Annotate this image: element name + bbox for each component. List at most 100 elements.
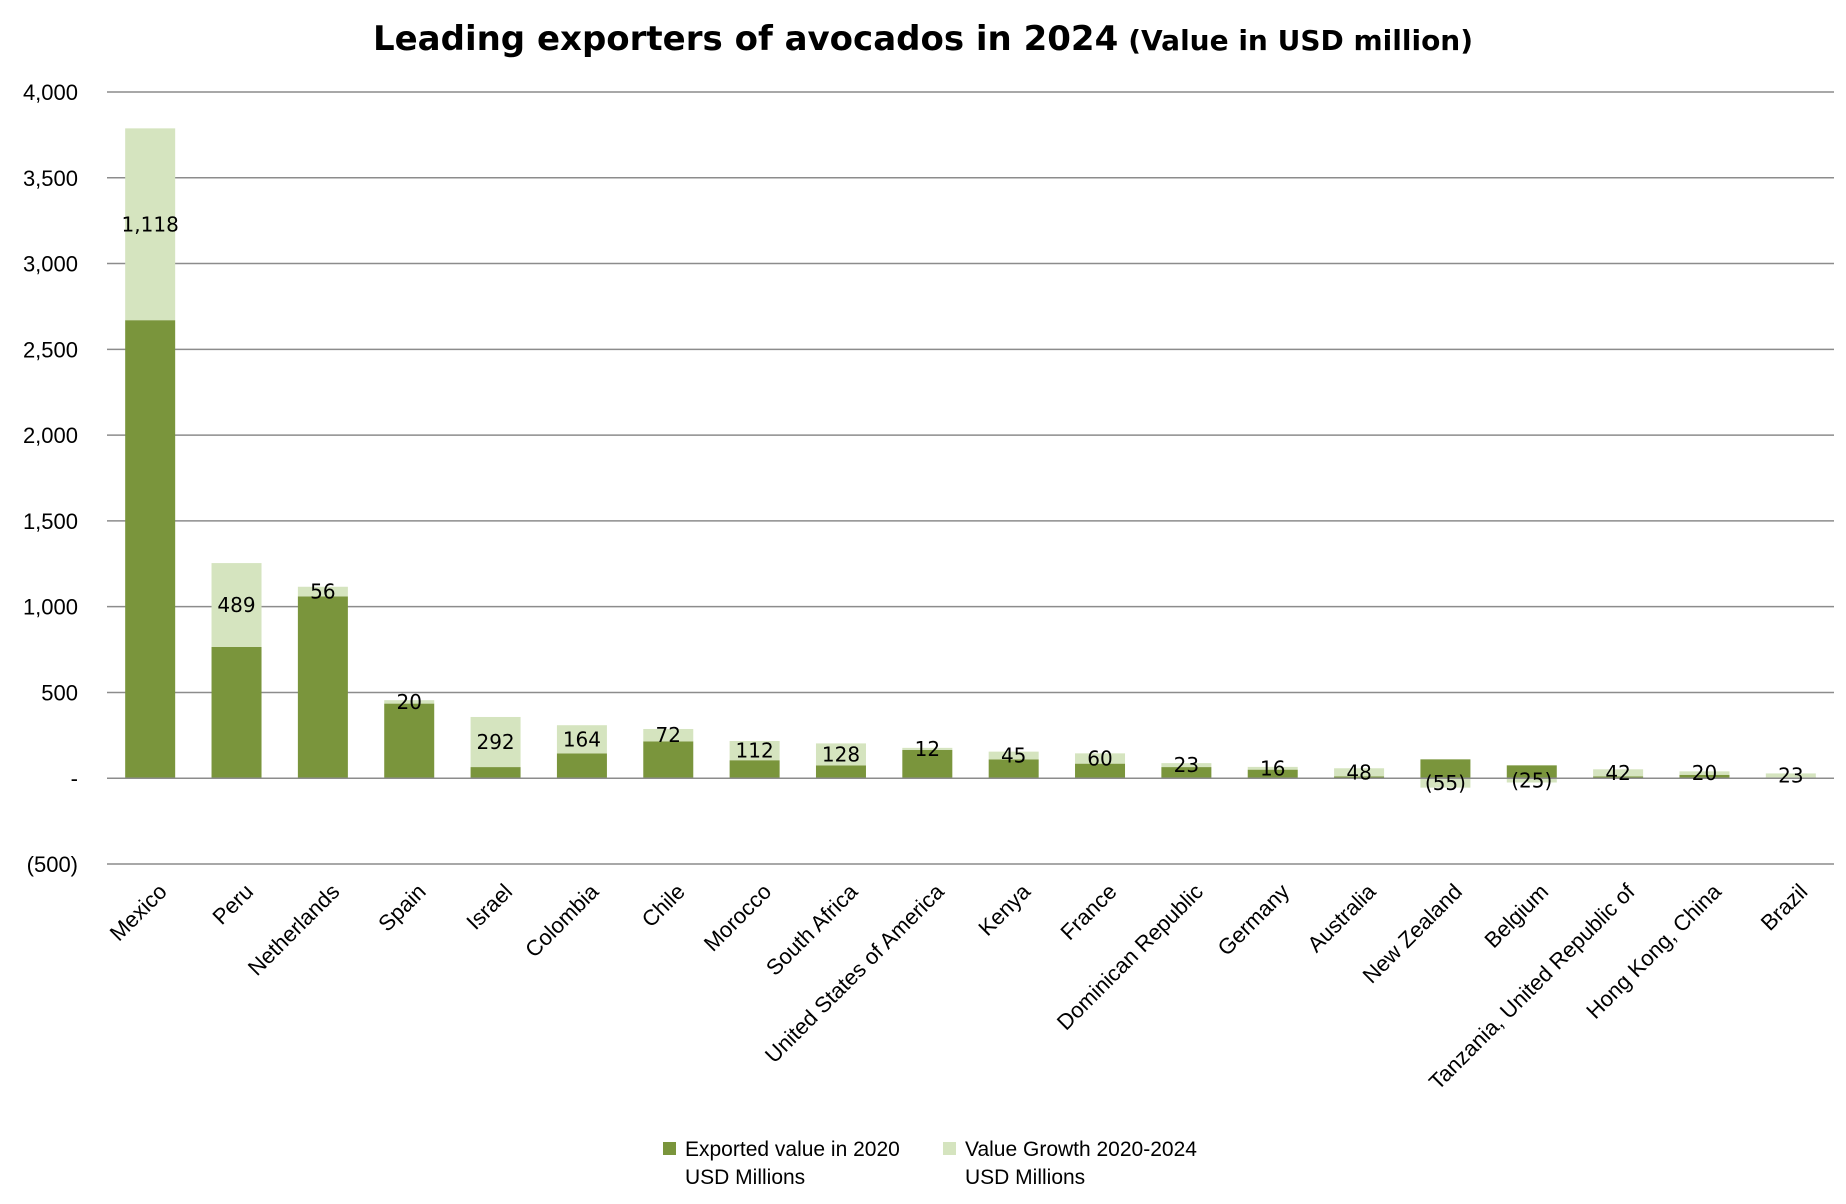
bar-exported-2020 xyxy=(470,767,521,779)
category-label: Peru xyxy=(208,879,259,930)
growth-data-label: 72 xyxy=(656,723,681,747)
y-tick-label: 3,000 xyxy=(23,252,78,277)
bar-exported-2020 xyxy=(1420,759,1471,779)
category-label: Netherlands xyxy=(243,879,345,981)
growth-data-label: 1,118 xyxy=(122,212,179,236)
chart-title: Leading exporters of avocados in 2024 xyxy=(373,19,1118,59)
bar-value-growth xyxy=(125,128,176,321)
growth-data-label: (25) xyxy=(1511,768,1552,792)
y-tick-label: 1,000 xyxy=(23,595,78,620)
y-tick-label: 4,000 xyxy=(23,80,78,105)
growth-data-label: 23 xyxy=(1778,763,1803,787)
category-label: Mexico xyxy=(105,879,172,946)
bar-value-growth xyxy=(1247,766,1298,770)
category-label: Colombia xyxy=(520,878,604,962)
growth-data-label: 489 xyxy=(217,593,255,617)
bar-value-growth xyxy=(988,751,1039,760)
bars xyxy=(125,128,1816,788)
bar-value-growth xyxy=(1506,778,1557,783)
bar-value-growth xyxy=(815,743,866,766)
growth-data-label: 60 xyxy=(1087,746,1112,770)
y-tick-label: 1,500 xyxy=(23,509,78,534)
y-axis-ticks: (500) - 500 1,000 1,500 2,000 2,500 3,000 3,500 4… xyxy=(23,80,78,877)
bar-exported-2020 xyxy=(1161,767,1212,779)
legend: Exported value in 2020 USD Millions Value … xyxy=(663,1138,1197,1189)
growth-data-label: 16 xyxy=(1260,756,1285,780)
y-tick-label: - xyxy=(71,766,78,791)
bar-exported-2020 xyxy=(384,703,435,779)
bar-value-growth xyxy=(729,740,780,761)
bar-exported-2020 xyxy=(556,753,607,779)
category-label: Chile xyxy=(637,879,690,932)
bar-exported-2020 xyxy=(297,596,348,779)
growth-data-label: 23 xyxy=(1174,753,1199,777)
bar-exported-2020 xyxy=(1679,774,1730,779)
legend-label: USD Millions xyxy=(685,1166,805,1189)
y-tick-label: 2,000 xyxy=(23,423,78,448)
bar-exported-2020 xyxy=(988,759,1039,779)
growth-data-label: 292 xyxy=(476,730,514,754)
category-label: Morocco xyxy=(699,879,776,956)
category-label: Spain xyxy=(373,879,430,936)
legend-swatch xyxy=(663,1142,676,1155)
category-label: Australia xyxy=(1302,878,1381,957)
bar-exported-2020 xyxy=(729,760,780,779)
category-label: Brazil xyxy=(1756,879,1813,936)
bar-value-growth xyxy=(1334,768,1385,777)
category-label: Belgium xyxy=(1479,879,1553,953)
bar-exported-2020 xyxy=(125,320,176,779)
bar-exported-2020 xyxy=(1593,776,1644,779)
bar-value-growth xyxy=(556,725,607,754)
growth-data-label: 12 xyxy=(915,737,940,761)
growth-data-label: 20 xyxy=(396,690,421,714)
category-label: United States of America xyxy=(760,878,949,1067)
growth-data-label: 45 xyxy=(1001,743,1026,767)
growth-data-label: 56 xyxy=(310,580,335,604)
category-label: Kenya xyxy=(973,878,1035,940)
bar-value-growth xyxy=(211,563,262,647)
bar-value-growth xyxy=(1679,771,1730,775)
growth-data-label: 42 xyxy=(1605,761,1630,785)
bar-exported-2020 xyxy=(643,741,694,779)
y-tick-label: (500) xyxy=(27,852,78,877)
growth-data-label: (55) xyxy=(1425,771,1466,795)
growth-data-label: 128 xyxy=(822,742,860,766)
chart-subtitle: (Value in USD million) xyxy=(1128,24,1473,57)
bar-value-growth xyxy=(1075,753,1126,764)
bar-value-growth xyxy=(470,716,521,768)
y-tick-label: 3,500 xyxy=(23,166,78,191)
bar-exported-2020 xyxy=(1334,776,1385,779)
bar-value-growth xyxy=(1593,769,1644,777)
bar-value-growth xyxy=(384,700,435,704)
bar-exported-2020 xyxy=(1075,763,1126,779)
bar-exported-2020 xyxy=(211,646,262,779)
y-tick-label: 2,500 xyxy=(23,337,78,362)
legend-label: USD Millions xyxy=(965,1166,1085,1189)
data-labels: 1,118 489 56 20 292 164 72 112 128 12 45 60 23 16 48 (5… xyxy=(122,212,1804,795)
legend-swatch xyxy=(943,1142,956,1155)
legend-label: Exported value in 2020 xyxy=(685,1138,900,1161)
growth-data-label: 112 xyxy=(736,739,774,763)
category-label: France xyxy=(1055,879,1121,945)
category-label: Germany xyxy=(1213,879,1295,961)
legend-label: Value Growth 2020-2024 xyxy=(965,1138,1197,1161)
bar-value-growth xyxy=(1420,778,1471,788)
growth-data-label: 164 xyxy=(563,727,601,751)
bar-exported-2020 xyxy=(1247,769,1298,779)
y-tick-label: 500 xyxy=(41,680,78,705)
bar-value-growth xyxy=(1765,773,1816,778)
bar-value-growth xyxy=(297,586,348,597)
bar-value-growth xyxy=(902,747,953,750)
bar-exported-2020 xyxy=(815,765,866,779)
chart-title-line: Leading exporters of avocados in 2024 (Va… xyxy=(373,19,1473,59)
gridlines xyxy=(107,91,1834,865)
bar-exported-2020 xyxy=(1506,765,1557,779)
category-label: Dominican Republic xyxy=(1052,879,1208,1035)
category-label: Israel xyxy=(461,879,517,935)
bar-value-growth xyxy=(643,728,694,742)
growth-data-label: 20 xyxy=(1692,761,1717,785)
bar-exported-2020 xyxy=(902,749,953,779)
